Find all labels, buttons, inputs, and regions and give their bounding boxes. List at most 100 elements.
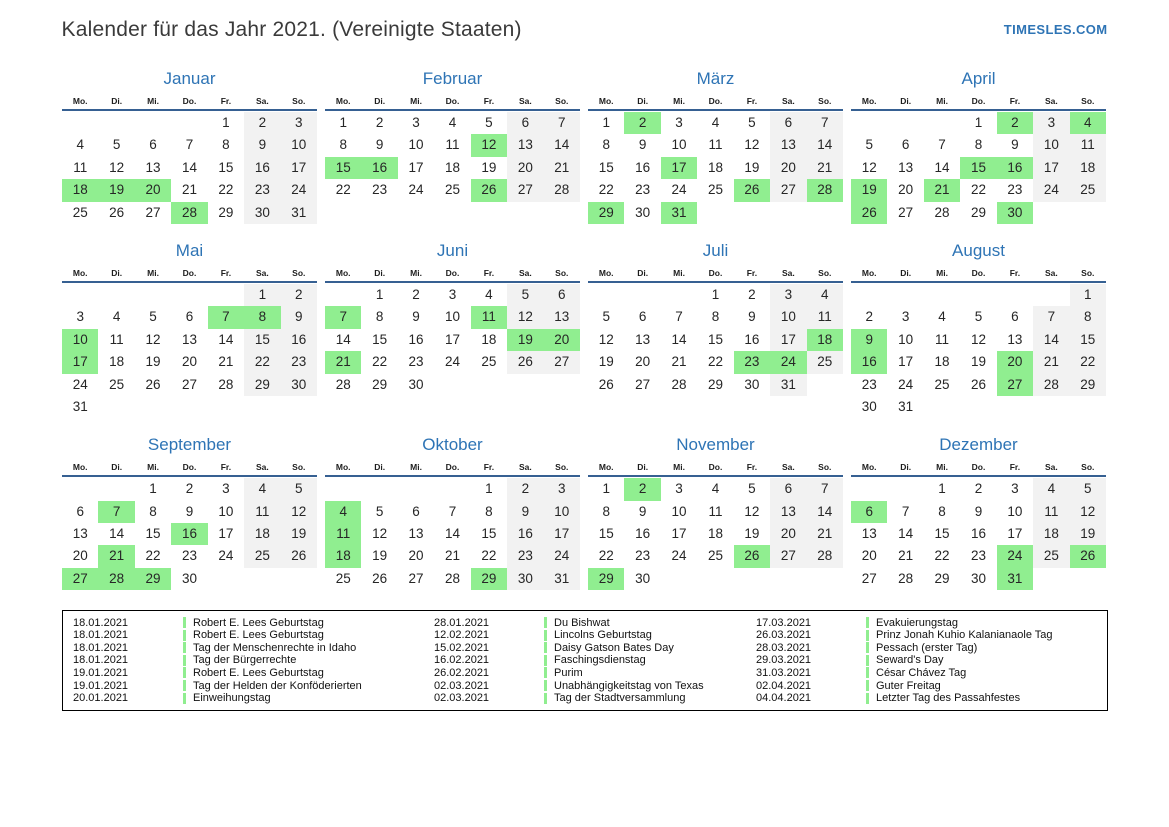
weekday-header: Do.: [445, 462, 460, 473]
day-cell: 27: [62, 567, 99, 591]
day-cell: 5: [1069, 478, 1106, 501]
day-cell: 6: [76, 503, 84, 519]
holiday-legend: 18.01.2021 Robert E. Lees Geburtstag 18.01…: [62, 610, 1108, 712]
day-cell: 8: [244, 306, 281, 329]
empty-cell: [434, 374, 470, 396]
day-cell: 6: [185, 309, 194, 325]
empty-cell: [924, 284, 960, 306]
day-cell: 30: [996, 201, 1034, 224]
month-title: Mai: [175, 240, 204, 260]
day-cell: 25: [444, 182, 460, 198]
weekday-header-row: Mo. Di. Mi. Do. Fr. Sa. So.: [62, 96, 317, 111]
month-title: März: [696, 69, 735, 88]
weekday-header-row: Mo. Di. Mi. Do. Fr. Sa. So.: [588, 462, 843, 478]
day-cell: 7: [1033, 306, 1070, 329]
weekday-header-row: Mo. Di. Mi. Do. Fr. Sa. So.: [325, 462, 580, 478]
day-cell: 1: [339, 115, 347, 130]
day-cell: 29: [588, 201, 625, 224]
day-cell: 7: [806, 112, 843, 135]
weekday-header: Mo.: [335, 96, 351, 106]
day-cell: 23: [733, 351, 771, 374]
day-cell: 6: [851, 500, 888, 524]
day-cell: 9: [1011, 137, 1019, 153]
legend-column: 17.03.2021 Evakuierungstag 26.03.2021 Prinz…: [756, 616, 1107, 705]
day-cell: 27: [507, 179, 544, 202]
day-cell: 9: [507, 500, 544, 524]
weekday-header: Mi.: [673, 462, 685, 473]
day-cell: 2: [624, 478, 661, 501]
empty-cell: [208, 396, 244, 418]
day-cell: 17: [660, 156, 698, 180]
day-cell: 31: [280, 201, 317, 224]
day-cell: 15: [598, 159, 614, 175]
day-grid: 1 2 3 4 5 6 7 8 9 10 11 12 13 14 15 16 17 18 19 20 21 22 23 24 2…: [851, 283, 1106, 418]
day-cell: 19: [280, 523, 317, 546]
weekday-header: Do.: [971, 462, 986, 473]
day-cell: 13: [543, 306, 580, 329]
legend-holiday-name: Tag der Helden der Konföderierten: [193, 679, 362, 692]
day-cell: 22: [934, 548, 950, 564]
holiday-marker-bar: [866, 617, 869, 629]
empty-cell: [1070, 568, 1106, 590]
day-cell: 26: [470, 179, 508, 202]
day-cell: 7: [325, 306, 362, 329]
day-cell: 30: [861, 398, 877, 414]
day-cell: 3: [675, 115, 683, 130]
day-cell: 20: [861, 548, 877, 564]
day-cell: 5: [748, 481, 756, 497]
day-cell: 25: [244, 545, 281, 568]
legend-entry: 02.03.2021 Tag der Stadtversammlung: [434, 692, 756, 705]
day-cell: 4: [711, 481, 720, 497]
legend-holiday-name: Unabhängigkeitstag von Texas: [554, 679, 704, 692]
day-cell: 11: [244, 500, 281, 524]
weekday-header: Do.: [182, 462, 197, 473]
day-cell: 17: [444, 331, 460, 347]
timesles-brand-link[interactable]: TIMESLES.COM: [1003, 22, 1108, 37]
month-title: Februar: [422, 69, 483, 88]
weekday-header: So.: [1081, 462, 1095, 473]
day-cell: 6: [507, 112, 544, 135]
day-cell: 13: [145, 159, 161, 175]
day-cell: 22: [598, 182, 614, 198]
weekday-header: Mo.: [72, 267, 88, 278]
day-cell: 25: [934, 376, 950, 392]
empty-cell: [1033, 284, 1069, 306]
weekday-header: So.: [292, 267, 306, 278]
day-cell: 30: [408, 376, 424, 392]
empty-cell: [851, 112, 887, 134]
day-cell: 5: [974, 309, 983, 325]
day-cell: 10: [218, 503, 234, 519]
holiday-marker-bar: [544, 692, 547, 704]
weekday-header: Do.: [445, 96, 460, 106]
day-cell: 1: [1069, 283, 1106, 307]
weekday-header: Di.: [637, 96, 649, 106]
day-cell: 25: [109, 376, 125, 392]
weekday-header: Mo.: [335, 267, 351, 278]
holiday-marker-bar: [183, 680, 186, 692]
weekday-header: So.: [818, 96, 832, 106]
day-cell: 19: [1069, 523, 1106, 546]
weekday-header: So.: [555, 462, 569, 473]
day-cell: 11: [935, 331, 950, 347]
weekday-header: Do.: [445, 267, 460, 278]
day-cell: 16: [280, 328, 317, 352]
day-cell: 21: [1033, 351, 1070, 374]
day-cell: 21: [898, 548, 914, 564]
empty-cell: [471, 374, 507, 396]
empty-cell: [997, 284, 1033, 306]
day-cell: 23: [970, 548, 986, 564]
legend-entry: 02.04.2021 Guter Freitag: [756, 679, 1107, 692]
day-cell: 18: [481, 331, 497, 347]
holiday-marker-bar: [544, 667, 547, 679]
day-cell: 29: [1069, 373, 1106, 396]
day-cell: 4: [711, 115, 720, 130]
day-cell: 2: [748, 286, 756, 302]
weekday-header: Do.: [708, 96, 723, 106]
day-cell: 6: [149, 137, 157, 153]
legend-entry: 26.03.2021 Prinz Jonah Kuhio Kalanianaole…: [756, 629, 1107, 642]
day-cell: 23: [372, 182, 388, 198]
day-cell: 19: [744, 159, 760, 175]
legend-date: 18.01.2021: [73, 641, 129, 654]
day-cell: 11: [708, 137, 723, 153]
empty-cell: [1033, 396, 1069, 418]
